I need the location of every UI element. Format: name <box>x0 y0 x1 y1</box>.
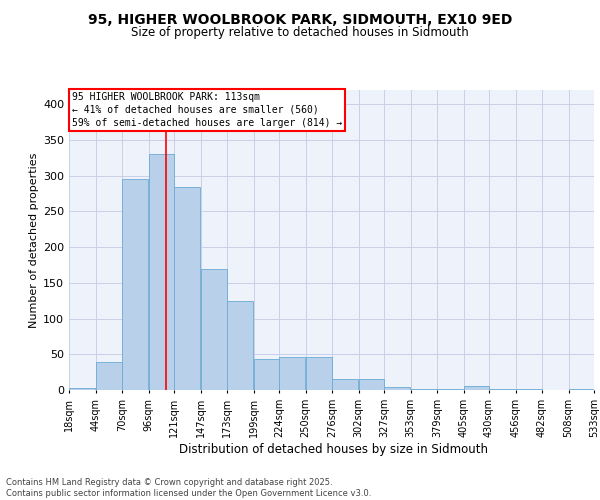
Bar <box>95 362 122 390</box>
Bar <box>200 268 227 390</box>
Bar <box>227 300 253 390</box>
Bar <box>359 378 384 390</box>
Text: Contains HM Land Registry data © Crown copyright and database right 2025.
Contai: Contains HM Land Registry data © Crown c… <box>6 478 371 498</box>
Text: Distribution of detached houses by size in Sidmouth: Distribution of detached houses by size … <box>179 442 488 456</box>
Bar <box>122 178 148 390</box>
Bar <box>332 380 358 390</box>
Text: 95 HIGHER WOOLBROOK PARK: 113sqm
← 41% of detached houses are smaller (560)
59% : 95 HIGHER WOOLBROOK PARK: 113sqm ← 41% o… <box>71 92 342 128</box>
Bar <box>569 388 594 390</box>
Bar <box>149 154 174 390</box>
Bar <box>254 358 279 390</box>
Bar <box>174 187 200 390</box>
Bar <box>384 387 410 390</box>
Text: 95, HIGHER WOOLBROOK PARK, SIDMOUTH, EX10 9ED: 95, HIGHER WOOLBROOK PARK, SIDMOUTH, EX1… <box>88 12 512 26</box>
Bar <box>69 388 95 390</box>
Bar <box>464 386 489 390</box>
Text: Size of property relative to detached houses in Sidmouth: Size of property relative to detached ho… <box>131 26 469 39</box>
Bar <box>279 357 305 390</box>
Y-axis label: Number of detached properties: Number of detached properties <box>29 152 39 328</box>
Bar <box>305 357 332 390</box>
Bar <box>489 388 515 390</box>
